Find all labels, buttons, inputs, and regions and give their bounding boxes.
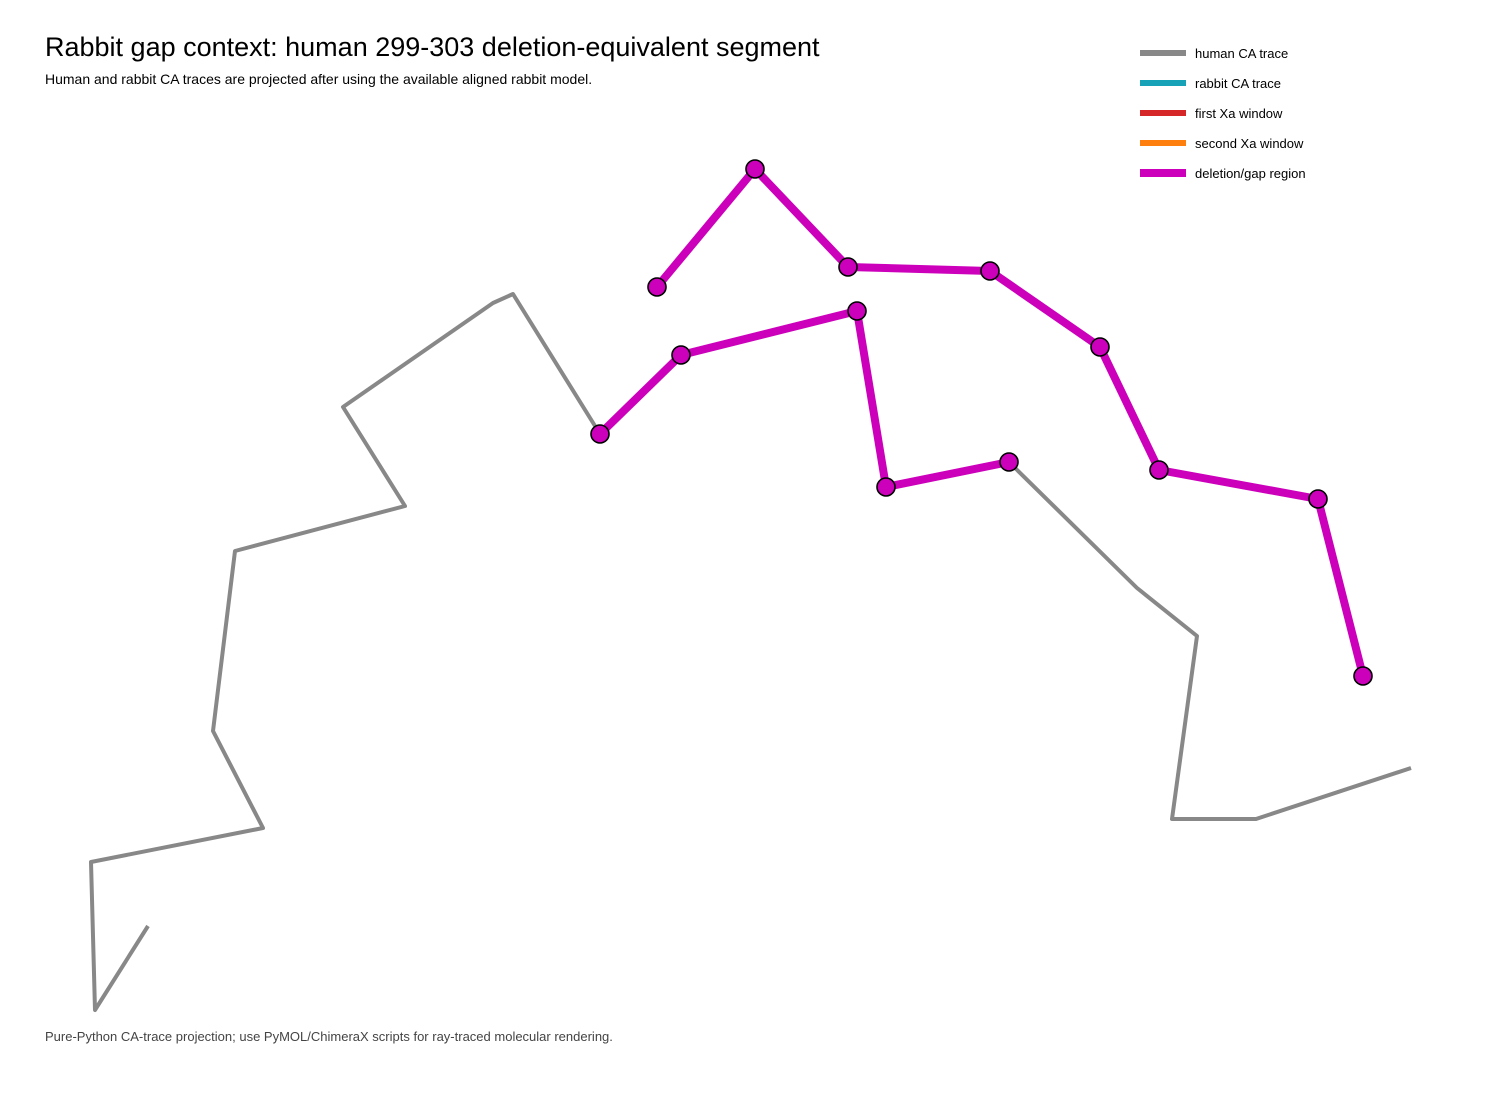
residue [590, 424, 610, 444]
residue [980, 261, 1000, 281]
legend: human CA trace rabbit CA trace first Xa wi… [1140, 46, 1306, 181]
legend-label: rabbit CA trace [1195, 76, 1281, 91]
residue [671, 345, 691, 365]
legend-label: second Xa window [1195, 136, 1304, 151]
human-trace [1007, 460, 1412, 821]
residue-markers [590, 159, 1373, 686]
rabbit-gap-segment [653, 165, 1367, 677]
residue [647, 277, 667, 297]
footer: Pure-Python CA-trace projection; use PyM… [45, 1029, 613, 1044]
residue [745, 159, 765, 179]
residue [1090, 337, 1110, 357]
residue [876, 477, 896, 497]
legend-label: human CA trace [1195, 46, 1288, 61]
residue [838, 257, 858, 277]
residue [1149, 460, 1169, 480]
human-trace [89, 292, 602, 1012]
title: Rabbit gap context: human 299-303 deleti… [45, 32, 820, 62]
legend-label: first Xa window [1195, 106, 1283, 121]
subtitle: Human and rabbit CA traces are projected… [45, 71, 592, 87]
residue [847, 301, 867, 321]
human-gap-segment [597, 307, 1010, 491]
legend-label: deletion/gap region [1195, 166, 1306, 181]
residue [999, 452, 1019, 472]
residue [1353, 666, 1373, 686]
residue [1308, 489, 1328, 509]
